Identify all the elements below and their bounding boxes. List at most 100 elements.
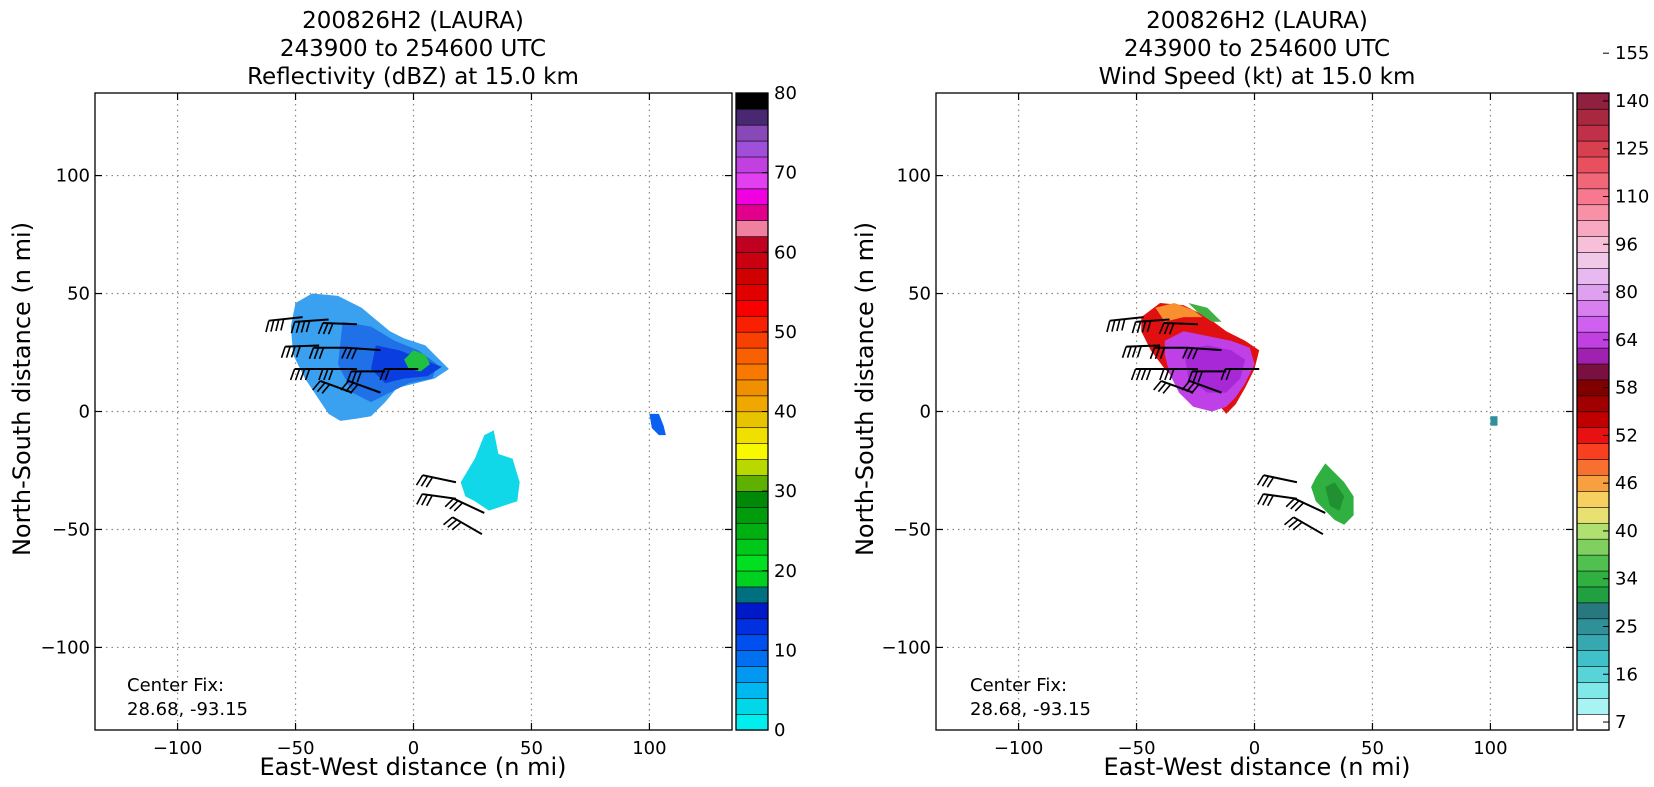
colorbar-tick-label: 20 — [774, 561, 797, 582]
colorbar-segment — [735, 267, 769, 285]
colorbar-segment — [1576, 602, 1610, 620]
colorbar-tick-label: 96 — [1615, 234, 1638, 255]
colorbar-segment — [735, 586, 769, 604]
colorbar-tick-label: 34 — [1615, 569, 1638, 590]
colorbar-tick-label: 110 — [1615, 187, 1649, 208]
colorbar-tick-label: 125 — [1615, 139, 1649, 160]
panel-title-line-2: 243900 to 254600 UTC — [1124, 36, 1390, 62]
x-axis-label: East-West distance (n mi) — [259, 753, 566, 781]
y-tick-label: 0 — [920, 402, 931, 423]
colorbar-segment — [1576, 458, 1610, 476]
colorbar-segment — [735, 522, 769, 540]
x-tick-label: −50 — [1118, 738, 1156, 759]
wind-barb — [340, 380, 381, 394]
colorbar-tick-label: 58 — [1615, 378, 1638, 399]
y-tick-label: −100 — [882, 637, 931, 658]
x-tick-label: −100 — [994, 738, 1043, 759]
colorbar-segment — [1576, 411, 1610, 429]
colorbar-segment — [735, 379, 769, 397]
wind-barb — [1187, 370, 1227, 383]
colorbar-segment — [1576, 220, 1610, 237]
y-axis-label: North-South distance (n mi) — [8, 222, 36, 556]
colorbar-segment — [1576, 506, 1610, 524]
wind-barb — [1182, 346, 1222, 360]
wind-barb — [1256, 474, 1298, 488]
colorbar-segment — [1576, 108, 1610, 126]
panel-title-line-3: Reflectivity (dBZ) at 15.0 km — [247, 64, 579, 90]
colorbar-segment — [1576, 395, 1610, 413]
wind-barb — [416, 493, 457, 507]
wind-barb — [265, 316, 303, 333]
colorbar-segment — [1576, 554, 1610, 572]
region-green-cell — [404, 350, 430, 372]
y-axis-label: North-South distance (n mi) — [851, 222, 879, 556]
colorbar-segment — [735, 538, 769, 556]
colorbar-segment — [735, 172, 769, 190]
wind-barb — [1257, 493, 1298, 507]
colorbar-tick-label: 60 — [774, 242, 797, 263]
wind-barb — [280, 344, 320, 359]
colorbar-segment — [1576, 650, 1610, 667]
colorbar-segment — [735, 443, 769, 460]
colorbar-segment — [1576, 681, 1610, 699]
colorbar-segment — [735, 156, 769, 174]
colorbar-tick-label: 40 — [774, 402, 797, 423]
wind-barb — [442, 516, 483, 536]
x-tick-label: −50 — [277, 738, 315, 759]
colorbar-segment — [735, 236, 769, 253]
y-tick-label: 100 — [56, 166, 90, 187]
y-tick-label: −50 — [893, 519, 931, 540]
wind-barb — [1220, 368, 1260, 381]
y-tick-label: 100 — [897, 166, 931, 187]
colorbar-segment — [735, 681, 769, 699]
colorbar-segment — [1576, 299, 1610, 317]
colorbar-segment — [735, 188, 769, 206]
axes-frame — [94, 92, 733, 731]
colorbar: 0 10 20 30 40 50 60 70 80 — [735, 83, 797, 741]
colorbar-segment — [735, 220, 769, 237]
colorbar-segment — [1576, 204, 1610, 222]
region-orange-edge — [1155, 303, 1203, 322]
x-tick-label: −100 — [153, 738, 202, 759]
colorbar-segment — [735, 570, 769, 588]
region-echo-core — [371, 345, 442, 384]
y-tick-label: 50 — [67, 284, 90, 305]
colorbar-segment — [735, 697, 769, 715]
colorbar-segment — [1576, 490, 1610, 508]
wind-barb — [1121, 344, 1161, 359]
panel-title-line-2: 243900 to 254600 UTC — [280, 36, 546, 62]
colorbar-tick-label: 46 — [1615, 473, 1638, 494]
wind-speed-panel: 200826H2 (LAURA) 243900 to 254600 UTC Wi… — [851, 8, 1649, 781]
panel-title-line-1: 200826H2 (LAURA) — [302, 8, 524, 34]
colorbar-tick-label: 140 — [1615, 91, 1649, 112]
x-tick-label: 50 — [1361, 738, 1384, 759]
colorbar-segment — [735, 427, 769, 444]
colorbar-tick-label: 80 — [774, 83, 797, 104]
colorbar-segment — [1576, 251, 1610, 269]
colorbar-segment — [735, 299, 769, 317]
wind-barb — [308, 346, 348, 360]
colorbar-segment — [1576, 124, 1610, 142]
colorbar-segment — [1576, 156, 1610, 174]
wind-barb — [1158, 322, 1198, 335]
x-tick-label: 0 — [408, 738, 419, 759]
colorbar-tick-label: 52 — [1615, 425, 1638, 446]
colorbar-segment — [1576, 697, 1610, 715]
y-tick-label: −50 — [52, 519, 90, 540]
wind-barb — [1285, 497, 1326, 514]
region-east-echo — [649, 413, 666, 436]
colorbar-segment — [735, 634, 769, 651]
x-axis-label: East-West distance (n mi) — [1103, 753, 1410, 781]
reflectivity-panel: 200826H2 (LAURA) 243900 to 254600 UTC Re… — [8, 8, 797, 781]
y-tick-label: 0 — [79, 402, 90, 423]
wind-barb — [317, 322, 357, 335]
colorbar-tick-label: 16 — [1615, 664, 1638, 685]
wind-barb — [1283, 516, 1324, 536]
colorbar-segment — [1576, 172, 1610, 190]
colorbar-segment — [1576, 267, 1610, 285]
colorbar-segment — [735, 650, 769, 667]
colorbar-segment — [735, 618, 769, 636]
colorbar-segment — [735, 108, 769, 126]
center-fix-label: Center Fix: — [970, 675, 1067, 696]
colorbar-tick-label: 40 — [1615, 521, 1638, 542]
